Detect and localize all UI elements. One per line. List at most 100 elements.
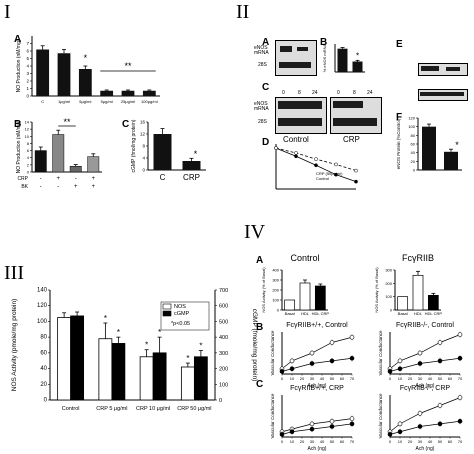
legend-swatch — [162, 303, 172, 310]
significance-star: * — [84, 53, 88, 63]
data-point — [309, 361, 315, 366]
bar — [337, 48, 348, 72]
row-mark: + — [74, 184, 78, 190]
bar — [422, 126, 436, 170]
data-point — [457, 395, 463, 400]
x-tick-label: 10 — [398, 439, 403, 444]
bar — [299, 282, 311, 311]
x-tick-label: 100μg/ml — [141, 99, 158, 104]
data-point — [279, 369, 285, 374]
x-tick-label: 5μg/ml — [79, 99, 91, 104]
data-point — [417, 424, 423, 429]
data-point — [279, 432, 285, 437]
blot-band — [446, 67, 460, 71]
chart-title: FcγRIIB-/-, CRP — [400, 385, 450, 392]
data-point — [314, 157, 318, 161]
panel-II-F: F — [396, 112, 403, 123]
series-line — [389, 334, 461, 370]
x-tick-label: 10 — [290, 376, 295, 381]
y-tick-label: 400 — [272, 268, 279, 273]
y-tick-label-right: 700 — [219, 288, 228, 294]
x-tick-label: 25μg/ml — [121, 99, 135, 104]
x-tick-label: 40 — [320, 376, 325, 381]
blot-hour: 8 — [353, 90, 356, 96]
y-tick-label: 100 — [408, 124, 415, 129]
y-tick-label: 14 — [25, 120, 30, 125]
blot-group-crp: CRP — [343, 135, 360, 144]
y-tick-label: 200 — [272, 288, 279, 293]
bar — [444, 151, 458, 170]
data-point — [349, 355, 355, 361]
x-tick-label: 30 — [310, 376, 315, 381]
y-tick-label: 40 — [411, 150, 416, 155]
panel-II-A: A — [262, 37, 270, 48]
x-axis-label: Ach (ng) — [416, 446, 435, 452]
chart-title: FcγRIIB — [402, 253, 434, 263]
y-tick-label: 0 — [142, 168, 145, 173]
y-tick-label: 2 — [26, 79, 29, 84]
x-tick-label: 50 — [438, 439, 443, 444]
bar — [152, 352, 167, 401]
section-label-IV: IV — [244, 221, 266, 243]
bar — [153, 134, 172, 170]
row-mark: + — [56, 176, 60, 182]
x-tick-label: 20 — [408, 439, 413, 444]
row-mark: - — [75, 176, 77, 182]
x-tick-label: CRP — [183, 173, 200, 182]
y-tick-label: 20 — [40, 382, 47, 388]
y-tick-label: 200 — [385, 281, 392, 286]
y-axis-label: cGMP (fmol/mg protein) — [131, 119, 137, 172]
y-tick-label-right: 400 — [219, 335, 228, 341]
row-mark: + — [91, 176, 95, 182]
x-axis-label: Ach (ng) — [416, 383, 435, 389]
y-tick-label-right: 100 — [219, 382, 228, 388]
x-tick-label: 30 — [418, 439, 423, 444]
legend-note: *p<0.05 — [171, 321, 190, 327]
panel-I-C: C — [122, 119, 130, 130]
blot-hour: 8 — [298, 90, 301, 96]
x-tick-label: C — [160, 173, 166, 182]
bar — [100, 90, 114, 96]
data-point — [349, 416, 355, 421]
x-axis-label: Ach (ng) — [308, 383, 327, 389]
significance-star: * — [194, 149, 198, 159]
data-point — [397, 366, 403, 372]
blot-band — [278, 101, 322, 109]
row-mark: - — [40, 176, 42, 182]
data-point — [349, 421, 355, 427]
section-label-I: I — [4, 1, 11, 23]
series-line — [281, 336, 353, 370]
x-tick-label: 40 — [320, 439, 325, 444]
significance-star: * — [158, 328, 161, 337]
significance-star: * — [455, 140, 459, 150]
bar — [397, 296, 409, 311]
data-point — [334, 172, 338, 177]
section-label-II: II — [236, 1, 250, 23]
bar — [78, 69, 92, 96]
data-point — [437, 358, 443, 364]
significance-star: * — [199, 342, 202, 351]
y-tick-label: 0 — [277, 308, 280, 313]
x-tick-label: 20 — [300, 376, 305, 381]
bar — [121, 90, 135, 96]
chart-title: Control — [290, 253, 319, 263]
data-point — [397, 429, 403, 435]
x-tick-label: HDL CRP — [425, 311, 443, 316]
y-axis-label-right: cGMP (fmole/mg protein) — [251, 309, 258, 381]
y-tick-label-right: 300 — [219, 351, 228, 357]
bar — [139, 356, 154, 401]
x-tick-label: CRP 5 μg/ml — [96, 406, 127, 412]
bar — [69, 166, 82, 173]
significance-star: * — [186, 354, 189, 363]
x-tick-label: 1μg/ml — [58, 99, 70, 104]
y-tick-label: 100 — [272, 298, 279, 303]
x-tick-label: 40 — [428, 376, 433, 381]
y-tick-label-right: 0 — [219, 398, 222, 404]
x-tick-label: 70 — [458, 439, 463, 444]
blot-hour: 24 — [367, 90, 373, 96]
data-point — [314, 163, 318, 168]
x-tick-label: HDL — [301, 311, 310, 316]
row-mark: + — [91, 184, 95, 190]
x-tick-label: 70 — [350, 376, 355, 381]
y-tick-label: 0 — [390, 308, 393, 313]
